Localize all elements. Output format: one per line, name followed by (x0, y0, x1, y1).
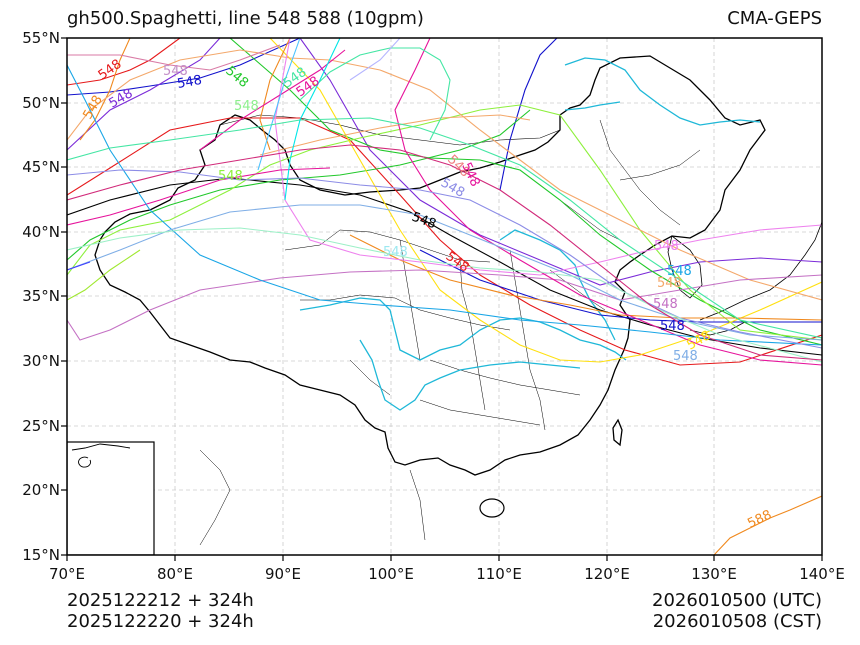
svg-text:548: 548 (222, 64, 251, 91)
y-tick-20n: 20°N (22, 481, 60, 499)
init-time-block: 2025122212 + 324h 2025122220 + 324h (67, 590, 254, 632)
init-time-utc: 2025122212 + 324h (67, 590, 254, 611)
valid-time-utc: 2026010500 (UTC) (652, 590, 822, 611)
x-tick-70e: 70°E (48, 565, 86, 583)
init-time-cst: 2025122220 + 324h (67, 611, 254, 632)
svg-text:548: 548 (410, 210, 438, 233)
x-tick-90e: 90°E (264, 565, 302, 583)
y-tick-30n: 30°N (22, 352, 60, 370)
svg-text:548: 548 (673, 349, 698, 364)
svg-text:548: 548 (667, 264, 692, 279)
y-tick-50n: 50°N (22, 94, 60, 112)
svg-text:548: 548 (653, 297, 678, 312)
x-tick-110e: 110°E (476, 565, 522, 583)
svg-text:548: 548 (176, 73, 203, 92)
svg-text:588: 588 (745, 508, 774, 532)
model-source: CMA-GEPS (727, 8, 822, 29)
svg-text:548: 548 (218, 169, 243, 184)
svg-text:548: 548 (660, 319, 685, 334)
china-border (94, 55, 766, 476)
y-tick-35n: 35°N (22, 287, 60, 305)
y-tick-40n: 40°N (22, 223, 60, 241)
y-tick-25n: 25°N (22, 417, 60, 435)
x-tick-80e: 80°E (156, 565, 194, 583)
y-tick-55n: 55°N (22, 29, 60, 47)
svg-text:548: 548 (234, 99, 259, 114)
svg-text:548: 548 (657, 276, 682, 291)
x-tick-100e: 100°E (368, 565, 414, 583)
valid-time-cst: 2026010508 (CST) (652, 611, 822, 632)
valid-time-block: 2026010500 (UTC) 2026010508 (CST) (652, 590, 822, 632)
svg-text:548: 548 (383, 245, 408, 260)
x-tick-120e: 120°E (584, 565, 630, 583)
x-tick-140e: 140°E (799, 565, 845, 583)
svg-text:548: 548 (163, 64, 188, 79)
gridlines (67, 38, 822, 555)
chart-title: gh500.Spaghetti, line 548 588 (10gpm) (67, 8, 424, 29)
y-tick-15n: 15°N (22, 546, 60, 564)
svg-text:548: 548 (654, 239, 679, 254)
y-tick-45n: 45°N (22, 158, 60, 176)
x-tick-130e: 130°E (691, 565, 737, 583)
plot-frame (66, 37, 823, 556)
svg-text:548: 548 (107, 86, 136, 111)
